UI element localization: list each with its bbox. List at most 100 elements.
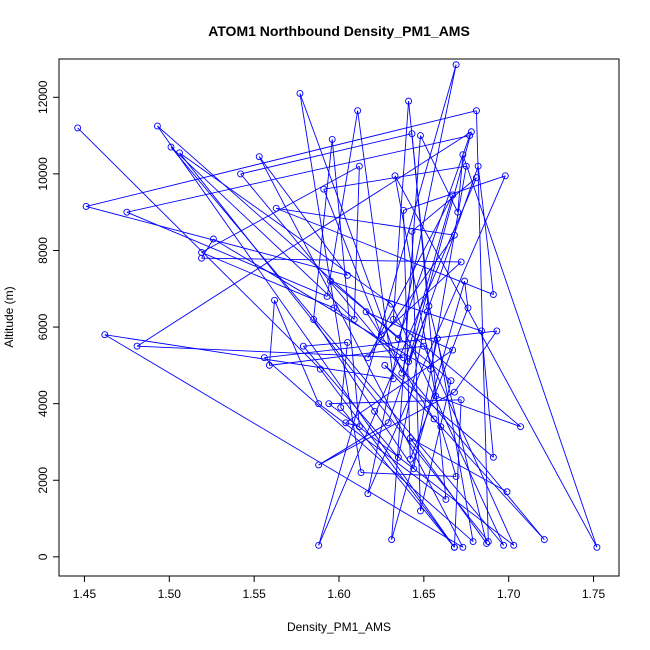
- y-axis-label: Altitude (m): [2, 286, 16, 347]
- data-point: [406, 455, 414, 463]
- data-point: [272, 204, 280, 212]
- x-tick-label: 1.60: [327, 587, 351, 601]
- series-line-segment: [433, 418, 545, 540]
- series-line-segment: [170, 146, 355, 320]
- series-line-segment: [330, 280, 452, 382]
- y-axis: 0 2000 4000 6000 8000 10000 12000: [36, 80, 60, 560]
- data-point: [454, 208, 462, 216]
- series-line-segment: [381, 261, 462, 336]
- data-point: [489, 453, 497, 461]
- data-point: [430, 415, 438, 423]
- data-point: [355, 423, 363, 431]
- data-point: [271, 296, 278, 304]
- data-point: [315, 400, 323, 408]
- y-tick-label: 8000: [36, 237, 50, 264]
- data-point: [398, 369, 406, 377]
- series-line-segment: [345, 349, 453, 424]
- data-point: [417, 507, 424, 515]
- data-point: [467, 128, 475, 136]
- x-axis-label: Density_PM1_AMS: [287, 620, 391, 634]
- series-line-segment: [170, 146, 504, 546]
- data-point: [381, 361, 389, 369]
- series-line-segment: [328, 403, 515, 546]
- data-point: [133, 342, 141, 350]
- data-point: [510, 541, 518, 549]
- data-point: [384, 419, 392, 427]
- data-point: [400, 354, 407, 362]
- data-point: [593, 543, 601, 551]
- data-point: [389, 315, 397, 323]
- data-point: [364, 490, 372, 498]
- data-point: [473, 107, 480, 115]
- data-point: [459, 543, 467, 551]
- data-point: [517, 423, 525, 431]
- data-point: [437, 423, 445, 431]
- chart-title: ATOM1 Northbound Density_PM1_AMS: [208, 23, 470, 39]
- data-point: [310, 315, 317, 323]
- data-point: [355, 162, 363, 170]
- data-point: [394, 335, 402, 343]
- data-point: [408, 130, 416, 138]
- series-line-segment: [274, 300, 320, 404]
- data-point: [344, 338, 351, 346]
- data-point: [405, 358, 413, 365]
- series-line-segment: [367, 175, 506, 494]
- data-point: [433, 335, 441, 343]
- data-point: [442, 495, 450, 503]
- data-point: [408, 227, 416, 235]
- series-line-segment: [477, 166, 494, 295]
- data-point: [123, 208, 131, 216]
- data-point: [327, 277, 334, 285]
- series-line-segment: [462, 154, 598, 548]
- series-line-segment: [392, 101, 410, 320]
- series-line-segment: [401, 194, 454, 374]
- data-point: [450, 543, 458, 551]
- series-line-segment: [276, 207, 494, 295]
- data-point: [474, 162, 482, 170]
- data-point: [344, 271, 351, 279]
- series-line-segment: [77, 127, 321, 370]
- y-tick-label: 10000: [36, 157, 50, 191]
- series-line-segment: [408, 131, 472, 362]
- data-point: [299, 342, 307, 350]
- data-point: [503, 488, 511, 496]
- x-tick-label: 1.75: [582, 587, 606, 601]
- data-point: [450, 231, 458, 239]
- data-point: [265, 361, 273, 369]
- data-point: [350, 315, 358, 323]
- data-point: [478, 327, 485, 335]
- series-line-segment: [365, 311, 435, 420]
- series-line-segment: [457, 154, 464, 213]
- data-point: [388, 300, 396, 308]
- x-tick-label: 1.50: [158, 587, 182, 601]
- data-point: [377, 331, 385, 339]
- data-point: [425, 302, 433, 310]
- series-line-segment: [420, 380, 452, 512]
- series-line-segment: [411, 231, 421, 511]
- x-tick-label: 1.55: [242, 587, 266, 601]
- data-point: [452, 61, 460, 69]
- series-line-segment: [201, 251, 335, 309]
- series-line-segment: [340, 407, 455, 548]
- y-tick-label: 4000: [36, 390, 50, 417]
- series-line-segment: [408, 101, 430, 307]
- data-point: [82, 202, 90, 210]
- data-point: [371, 407, 379, 415]
- data-point: [328, 135, 336, 143]
- series-line-segment: [397, 135, 471, 339]
- series-line-segment: [403, 175, 506, 211]
- series-line-segment: [264, 357, 474, 542]
- series-line-segment: [391, 280, 466, 540]
- series-line-segment: [403, 210, 411, 460]
- series-line-segment: [420, 135, 459, 213]
- series-line-segment: [213, 238, 431, 370]
- series-line-segment: [394, 175, 598, 548]
- data-point: [427, 365, 435, 373]
- series-line-segment: [428, 305, 488, 544]
- data-point: [493, 327, 501, 335]
- data-point: [400, 206, 407, 214]
- data-point: [354, 107, 362, 115]
- y-tick-label: 2000: [36, 467, 50, 494]
- series-line-segment: [303, 345, 399, 458]
